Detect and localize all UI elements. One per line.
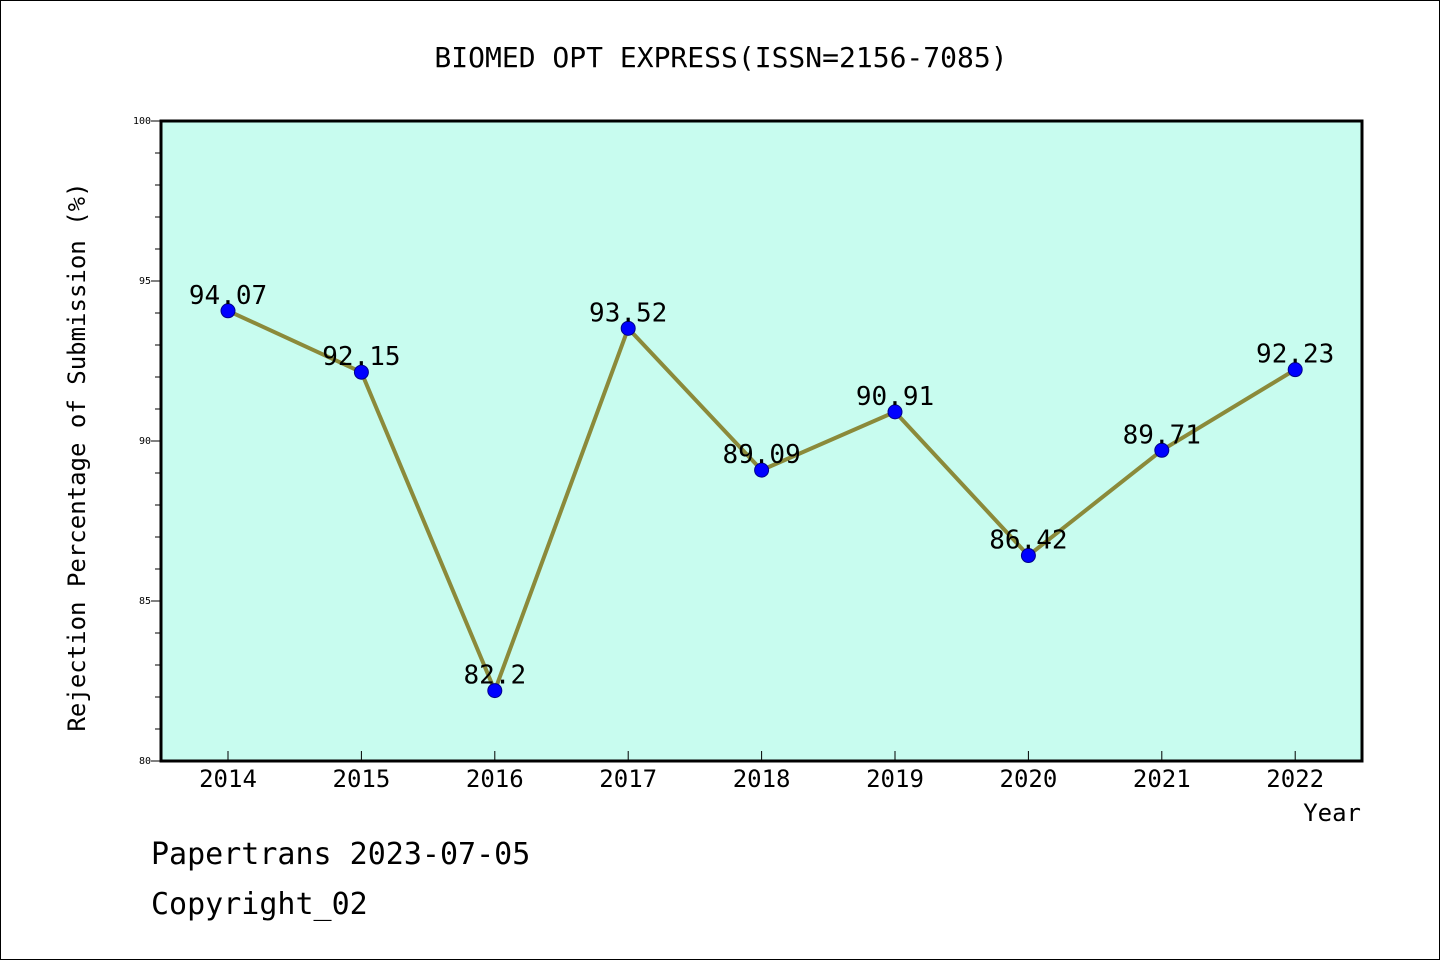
x-tick-label: 2017 — [599, 765, 657, 793]
data-point — [353, 364, 369, 380]
data-point — [754, 462, 770, 478]
x-tick-label: 2021 — [1133, 765, 1191, 793]
y-tick-label: 100 — [133, 116, 151, 127]
data-label: 86.42 — [989, 526, 1067, 556]
data-label: 90.91 — [856, 382, 934, 412]
data-label: 89.09 — [722, 440, 800, 470]
data-point — [887, 404, 903, 420]
data-point — [487, 683, 503, 699]
x-tick-label: 2015 — [333, 765, 391, 793]
x-tick-label: 2016 — [466, 765, 524, 793]
x-tick-label: 2022 — [1266, 765, 1324, 793]
plot-area — [159, 119, 1364, 763]
y-axis: 80 85 90 95 100 — [133, 116, 161, 767]
data-point — [1154, 442, 1170, 458]
x-tick-label: 2020 — [1000, 765, 1058, 793]
chart-title: BIOMED OPT EXPRESS(ISSN=2156-7085) — [434, 41, 1007, 74]
x-axis: 2014 2015 2016 2017 2018 2019 2020 2021 2022 — [199, 751, 1324, 793]
data-label: 92.23 — [1256, 340, 1334, 370]
footer-date: Papertrans 2023-07-05 — [151, 837, 530, 872]
x-tick-label: 2014 — [199, 765, 257, 793]
footer-copyright: Copyright_02 — [151, 887, 368, 922]
y-axis-label: Rejection Percentage of Submission (%) — [63, 182, 91, 731]
data-labels: 94.07 92.15 82.2 93.52 89.09 90.91 86.42 89.71 9… — [189, 281, 1334, 691]
data-point — [220, 303, 236, 319]
x-tick-label: 2018 — [733, 765, 791, 793]
data-label: 89.71 — [1123, 420, 1201, 450]
y-tick-label: 90 — [139, 436, 151, 447]
data-label: 92.15 — [322, 342, 400, 372]
y-tick-label: 85 — [139, 596, 151, 607]
x-axis-label: Year — [1303, 799, 1361, 827]
data-label: 82.2 — [463, 661, 526, 691]
y-tick-label: 95 — [139, 276, 151, 287]
y-tick-label: 80 — [139, 756, 151, 767]
x-tick-label: 2019 — [866, 765, 924, 793]
data-markers — [220, 303, 1303, 699]
data-label: 93.52 — [589, 298, 667, 328]
data-point — [620, 320, 636, 336]
data-point — [1020, 548, 1036, 564]
data-point — [1287, 362, 1303, 378]
data-label: 94.07 — [189, 281, 267, 311]
